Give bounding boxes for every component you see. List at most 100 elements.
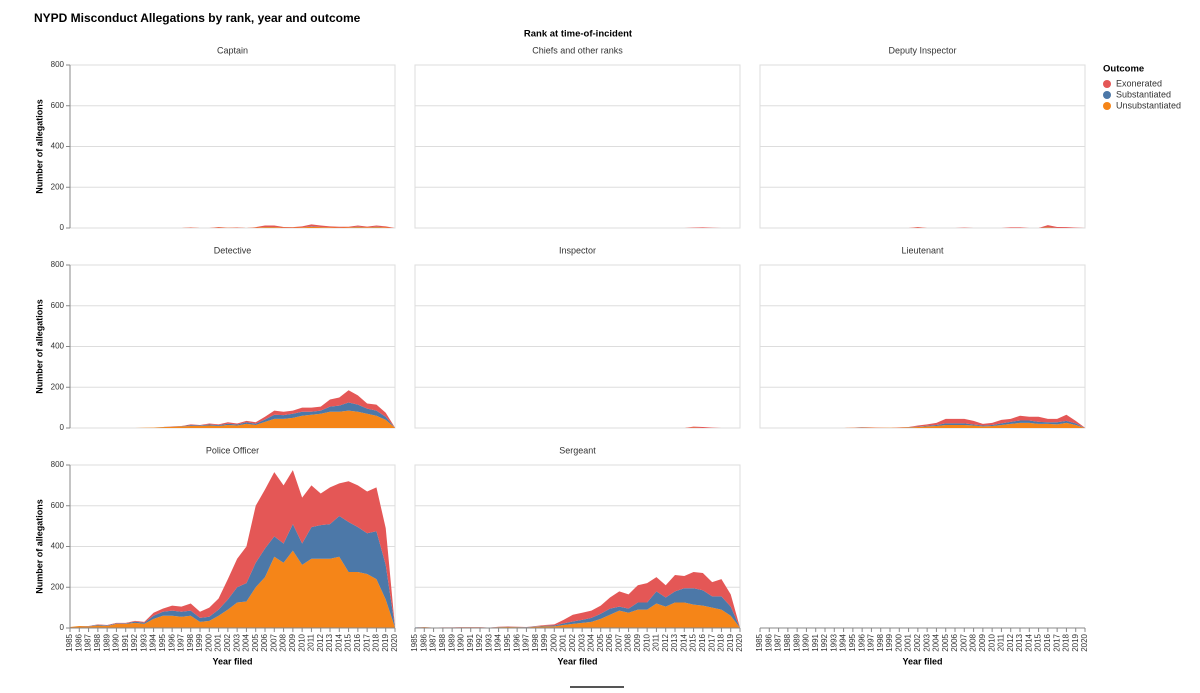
- facet-title: Deputy Inspector: [888, 45, 956, 55]
- x-tick-label: 1992: [130, 633, 139, 651]
- x-tick-label: 2010: [987, 633, 996, 651]
- x-tick-label: 2015: [689, 633, 698, 651]
- x-tick-label: 2010: [297, 633, 306, 651]
- y-tick-label: 600: [51, 501, 65, 510]
- x-tick-label: 2012: [661, 633, 670, 651]
- x-tick-label: 2000: [894, 633, 903, 651]
- y-axis-title: Number of allegations: [34, 99, 44, 194]
- x-tick-label: 2011: [997, 633, 1006, 651]
- x-tick-label: 1988: [438, 633, 447, 651]
- y-tick-label: 400: [51, 342, 65, 351]
- x-tick-label: 2018: [717, 633, 726, 651]
- y-axis-title: Number of allegations: [34, 499, 44, 594]
- x-tick-label: 2019: [726, 633, 735, 651]
- x-tick-label: 2008: [624, 633, 633, 651]
- x-tick-label: 1993: [829, 633, 838, 651]
- x-tick-label: 2008: [969, 633, 978, 651]
- x-tick-label: 2010: [642, 633, 651, 651]
- y-tick-label: 0: [60, 223, 65, 232]
- x-tick-label: 1995: [848, 633, 857, 651]
- facet-title: Sergeant: [559, 445, 596, 455]
- y-tick-label: 400: [51, 142, 65, 151]
- x-tick-label: 1994: [149, 633, 158, 651]
- x-tick-label: 2012: [316, 633, 325, 651]
- y-tick-label: 800: [51, 260, 65, 269]
- x-tick-label: 2017: [362, 633, 371, 651]
- y-tick-label: 600: [51, 101, 65, 110]
- x-tick-label: 2002: [223, 633, 232, 651]
- x-tick-label: 2007: [614, 633, 623, 651]
- legend-label: Exonerated: [1116, 78, 1162, 88]
- x-tick-label: 1989: [102, 633, 111, 651]
- x-tick-label: 1991: [121, 633, 130, 651]
- x-tick-label: 2006: [260, 633, 269, 651]
- x-tick-label: 2006: [605, 633, 614, 651]
- x-tick-label: 1987: [429, 633, 438, 651]
- x-tick-label: 1988: [783, 633, 792, 651]
- x-tick-label: 1997: [867, 633, 876, 651]
- x-tick-label: 1986: [764, 633, 773, 651]
- x-tick-label: 1994: [494, 633, 503, 651]
- legend-title: Outcome: [1103, 64, 1144, 75]
- x-tick-label: 2011: [307, 633, 316, 651]
- x-tick-label: 2002: [568, 633, 577, 651]
- x-tick-label: 2019: [1071, 633, 1080, 651]
- y-tick-label: 800: [51, 460, 65, 469]
- x-tick-label: 1989: [447, 633, 456, 651]
- x-tick-label: 1987: [774, 633, 783, 651]
- x-tick-label: 1991: [466, 633, 475, 651]
- x-tick-label: 2007: [269, 633, 278, 651]
- x-tick-label: 1992: [475, 633, 484, 651]
- x-tick-label: 2012: [1006, 633, 1015, 651]
- x-tick-label: 1990: [457, 633, 466, 651]
- x-tick-label: 1998: [186, 633, 195, 651]
- facet-title: Inspector: [559, 245, 596, 255]
- x-tick-label: 1995: [503, 633, 512, 651]
- x-tick-label: 2000: [204, 633, 213, 651]
- x-tick-label: 1995: [158, 633, 167, 651]
- area: [70, 411, 395, 428]
- x-tick-label: 1992: [820, 633, 829, 651]
- x-tick-label: 2013: [1015, 633, 1024, 651]
- x-tick-label: 2009: [978, 633, 987, 651]
- x-tick-label: 2020: [735, 633, 744, 651]
- x-tick-label: 1994: [839, 633, 848, 651]
- x-tick-label: 2005: [941, 633, 950, 651]
- x-tick-label: 1990: [802, 633, 811, 651]
- facet-title: Police Officer: [206, 445, 259, 455]
- x-tick-label: 1997: [177, 633, 186, 651]
- x-tick-label: 2004: [932, 633, 941, 651]
- x-tick-label: 2014: [334, 633, 343, 651]
- x-tick-label: 2015: [344, 633, 353, 651]
- legend-label: Substantiated: [1116, 89, 1171, 99]
- x-tick-label: 2006: [950, 633, 959, 651]
- legend-swatch: [1103, 102, 1111, 110]
- x-tick-label: 2017: [707, 633, 716, 651]
- facet-title: Detective: [214, 245, 252, 255]
- x-tick-label: 2016: [698, 633, 707, 651]
- legend-label: Unsubstantiated: [1116, 100, 1181, 110]
- y-tick-label: 400: [51, 542, 65, 551]
- y-axis-title: Number of allegations: [34, 299, 44, 394]
- x-tick-label: 2013: [325, 633, 334, 651]
- chart-title: NYPD Misconduct Allegations by rank, yea…: [34, 11, 361, 25]
- facet-title: Captain: [217, 45, 248, 55]
- legend-swatch: [1103, 91, 1111, 99]
- x-tick-label: 2015: [1034, 633, 1043, 651]
- y-tick-label: 600: [51, 301, 65, 310]
- x-tick-label: 1986: [419, 633, 428, 651]
- facet-title: Lieutenant: [901, 245, 944, 255]
- x-tick-label: 1987: [84, 633, 93, 651]
- x-tick-label: 2004: [587, 633, 596, 651]
- x-tick-label: 2003: [577, 633, 586, 651]
- x-tick-label: 2004: [242, 633, 251, 651]
- x-tick-label: 2003: [232, 633, 241, 651]
- x-tick-label: 2000: [549, 633, 558, 651]
- x-tick-label: 1998: [531, 633, 540, 651]
- x-tick-label: 2003: [922, 633, 931, 651]
- y-tick-label: 800: [51, 60, 65, 69]
- x-tick-label: 2017: [1052, 633, 1061, 651]
- x-tick-label: 1993: [139, 633, 148, 651]
- x-tick-label: 2016: [353, 633, 362, 651]
- x-tick-label: 2018: [1062, 633, 1071, 651]
